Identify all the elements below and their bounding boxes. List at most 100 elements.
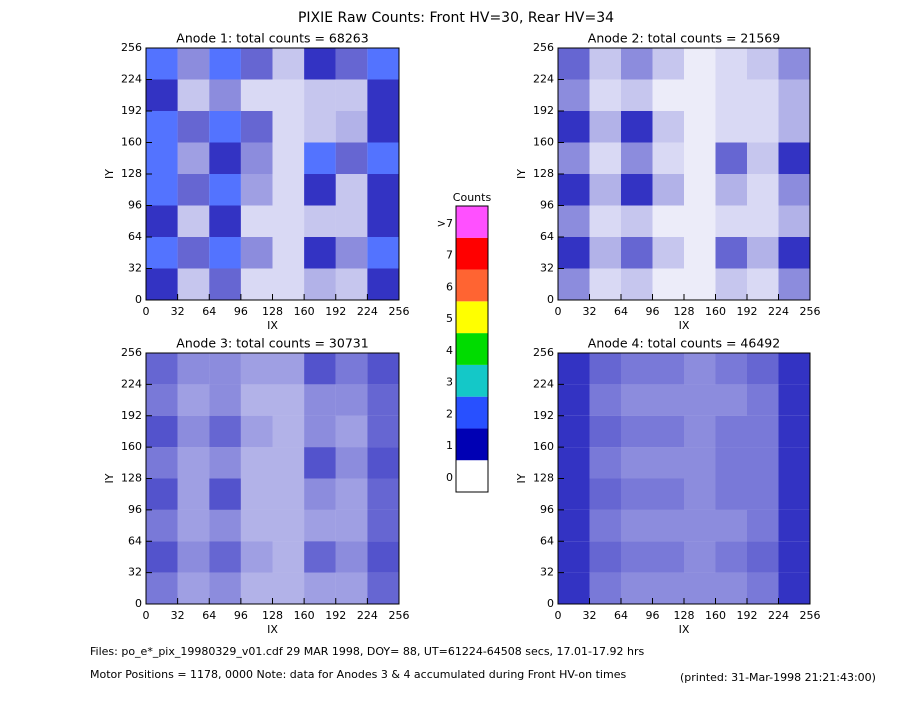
heatmap-cell: [304, 174, 336, 206]
colorbar-box: [456, 301, 488, 334]
heatmap-cell: [335, 142, 368, 174]
heatmap-cell: [558, 111, 590, 143]
heatmap-cell: [272, 415, 305, 448]
heatmap-cell: [272, 509, 305, 542]
colorbar-box: [456, 333, 488, 365]
x-tick-label: 0: [555, 305, 562, 318]
heatmap-cell: [621, 111, 653, 143]
heatmap-cell: [209, 353, 241, 385]
heatmap-cell: [778, 237, 810, 269]
heatmap-cell: [367, 111, 399, 143]
heatmap-cell: [715, 447, 747, 479]
heatmap-cell: [621, 415, 653, 448]
heatmap-cell: [652, 415, 684, 448]
heatmap-cell: [778, 142, 810, 174]
heatmap-cell: [209, 447, 241, 479]
heatmap-cell: [589, 478, 621, 510]
heatmap-cell: [652, 48, 684, 80]
colorbar-box: [456, 460, 488, 492]
heatmap-cell: [589, 384, 621, 416]
heatmap-cell: [272, 353, 305, 385]
heatmap-cell: [558, 384, 590, 416]
heatmap-cell: [240, 111, 273, 143]
heatmap-cell: [684, 174, 716, 206]
heatmap-cell: [684, 48, 716, 80]
heatmap-cell: [177, 237, 210, 269]
heatmap-cell: [367, 353, 399, 385]
heatmap-cell: [240, 384, 273, 416]
heatmap-cell: [684, 353, 716, 385]
heatmap-cell: [747, 268, 779, 300]
colorbar-box: [456, 428, 488, 461]
x-tick-label: 224: [357, 609, 378, 622]
heatmap-cell: [652, 572, 684, 604]
heatmap-cell: [589, 174, 621, 206]
heatmap-cell: [272, 142, 305, 174]
heatmap-cell: [589, 79, 621, 111]
colorbar-label: >7: [437, 217, 453, 230]
heatmap-cell: [304, 142, 336, 174]
y-tick-label: 256: [533, 346, 554, 359]
heatmap-cell: [621, 205, 653, 237]
heatmap-cell: [558, 478, 590, 510]
colorbar-label: 2: [446, 407, 453, 420]
y-tick-label: 192: [121, 409, 142, 422]
x-tick-label: 64: [614, 305, 628, 318]
heatmap-cell: [367, 142, 399, 174]
heatmap-cell: [177, 447, 210, 479]
x-axis-label: IX: [267, 319, 278, 332]
heatmap-cell: [684, 572, 716, 604]
x-tick-label: 32: [171, 609, 185, 622]
heatmap-cell: [367, 447, 399, 479]
heatmap-cell: [778, 268, 810, 300]
y-tick-label: 64: [128, 230, 142, 243]
x-tick-label: 96: [646, 305, 660, 318]
heatmap-cell: [715, 478, 747, 510]
y-tick-label: 0: [547, 293, 554, 306]
heatmap-cell: [778, 384, 810, 416]
heatmap-cell: [589, 447, 621, 479]
heatmap-cell: [778, 79, 810, 111]
heatmap-cell: [335, 353, 368, 385]
y-tick-label: 128: [121, 167, 142, 180]
heatmap-cell: [146, 572, 178, 604]
heatmap-cell: [589, 111, 621, 143]
heatmap-cell: [367, 415, 399, 448]
y-tick-label: 256: [533, 41, 554, 54]
heatmap-cell: [335, 572, 368, 604]
heatmap-cell: [209, 268, 241, 300]
heatmap-cell: [715, 384, 747, 416]
x-axis-label: IX: [679, 623, 690, 636]
heatmap-cell: [621, 268, 653, 300]
heatmap-cell: [778, 205, 810, 237]
x-tick-label: 192: [325, 609, 346, 622]
y-tick-label: 64: [128, 534, 142, 547]
heatmap-cell: [652, 509, 684, 542]
heatmap-cell: [240, 447, 273, 479]
heatmap-cell: [177, 174, 210, 206]
heatmap-cell: [747, 174, 779, 206]
heatmap-cell: [304, 478, 336, 510]
heatmap-cell: [747, 509, 779, 542]
heatmap-cell: [272, 111, 305, 143]
heatmap-cell: [177, 384, 210, 416]
heatmap-cell: [558, 509, 590, 542]
x-tick-label: 0: [143, 609, 150, 622]
x-tick-label: 160: [705, 305, 726, 318]
heatmap-cell: [715, 205, 747, 237]
heatmap-cell: [209, 237, 241, 269]
heatmap-cell: [272, 79, 305, 111]
heatmap-cell: [209, 509, 241, 542]
heatmap-cell: [621, 447, 653, 479]
x-tick-label: 64: [202, 609, 216, 622]
x-tick-label: 224: [357, 305, 378, 318]
y-tick-label: 224: [121, 73, 142, 86]
heatmap-cell: [589, 142, 621, 174]
heatmap-cell: [652, 384, 684, 416]
heatmap-cell: [177, 79, 210, 111]
heatmap-cell: [558, 205, 590, 237]
heatmap-cell: [177, 478, 210, 510]
heatmap-cell: [335, 205, 368, 237]
heatmap-cell: [146, 415, 178, 448]
